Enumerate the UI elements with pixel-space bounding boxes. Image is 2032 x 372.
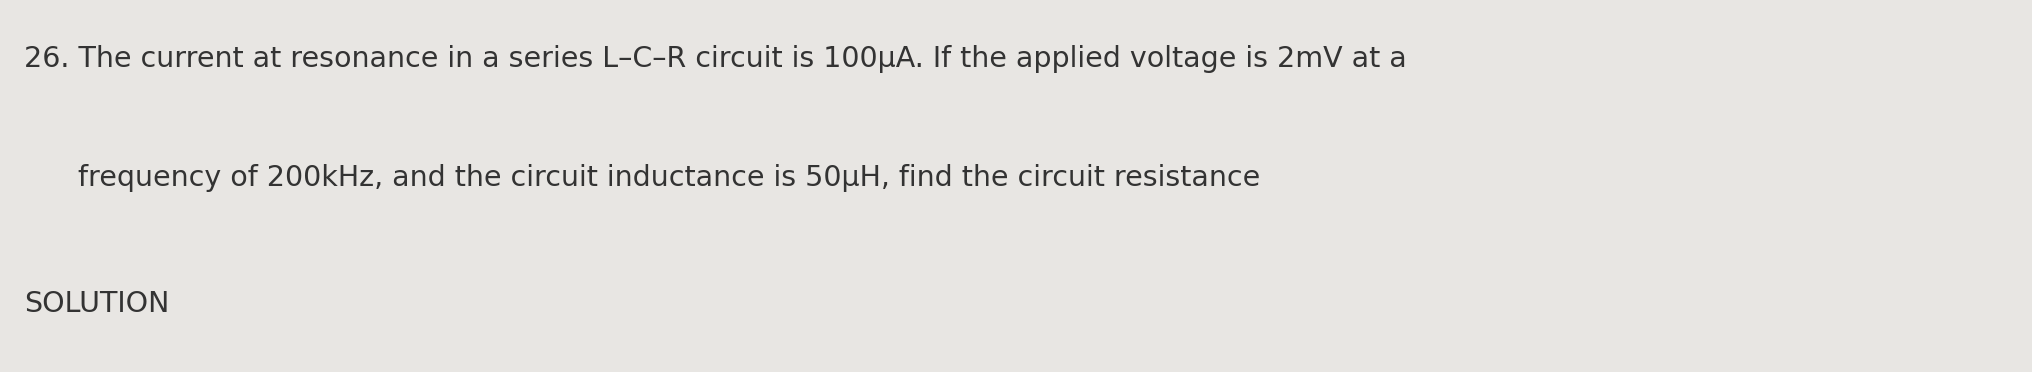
Text: SOLUTION: SOLUTION [24, 290, 171, 318]
Text: frequency of 200kHz, and the circuit inductance is 50μH, find the circuit resist: frequency of 200kHz, and the circuit ind… [24, 164, 1260, 192]
Text: 26. The current at resonance in a series L–C–R circuit is 100μA. If the applied : 26. The current at resonance in a series… [24, 45, 1406, 73]
